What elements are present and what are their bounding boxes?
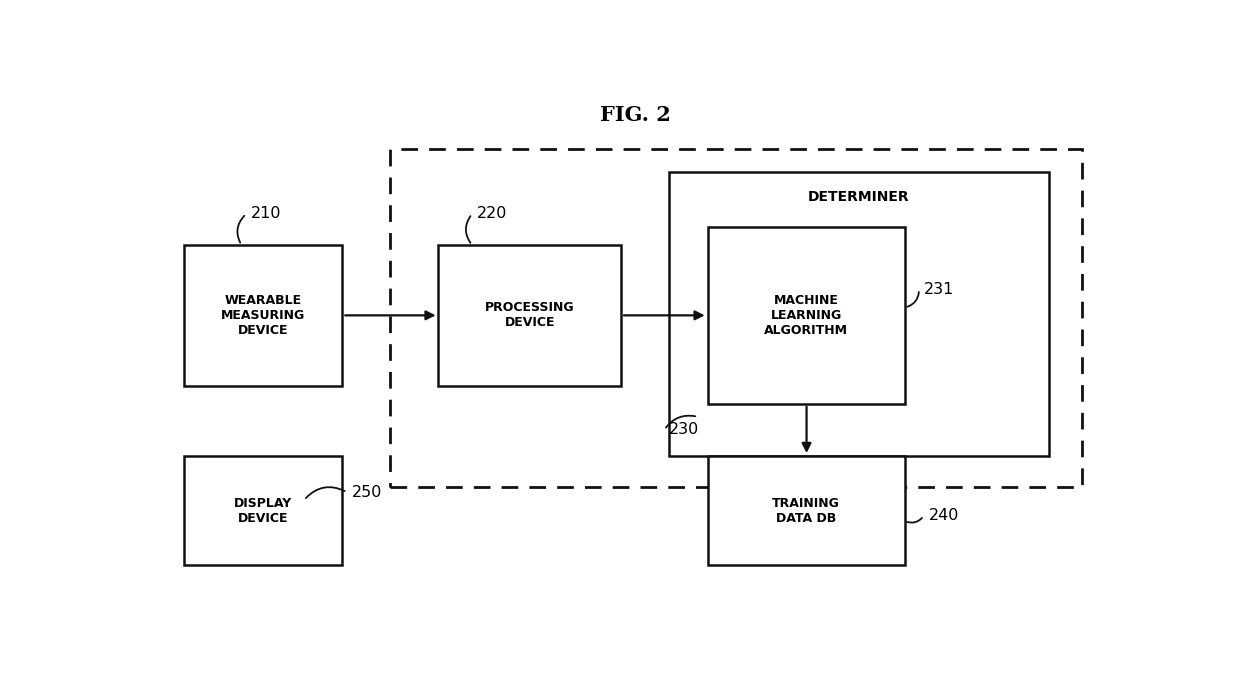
- Bar: [708, 227, 904, 404]
- Text: 231: 231: [924, 282, 954, 297]
- Text: 240: 240: [929, 508, 959, 523]
- Text: FIG. 2: FIG. 2: [600, 105, 671, 125]
- Text: 210: 210: [250, 206, 281, 221]
- Bar: [670, 172, 1049, 456]
- Text: TRAINING
DATA DB: TRAINING DATA DB: [773, 497, 839, 525]
- Bar: [708, 456, 904, 565]
- Text: MACHINE
LEARNING
ALGORITHM: MACHINE LEARNING ALGORITHM: [764, 294, 848, 337]
- Bar: [184, 245, 342, 385]
- Bar: [184, 456, 342, 565]
- Text: 220: 220: [477, 206, 507, 221]
- Text: DETERMINER: DETERMINER: [808, 190, 910, 204]
- Text: DISPLAY
DEVICE: DISPLAY DEVICE: [234, 497, 293, 525]
- Text: PROCESSING
DEVICE: PROCESSING DEVICE: [485, 301, 574, 329]
- Bar: [391, 149, 1083, 487]
- Text: WEARABLE
MEASURING
DEVICE: WEARABLE MEASURING DEVICE: [221, 294, 305, 337]
- Text: 250: 250: [352, 485, 382, 500]
- Bar: [439, 245, 621, 385]
- Text: 230: 230: [670, 422, 699, 437]
